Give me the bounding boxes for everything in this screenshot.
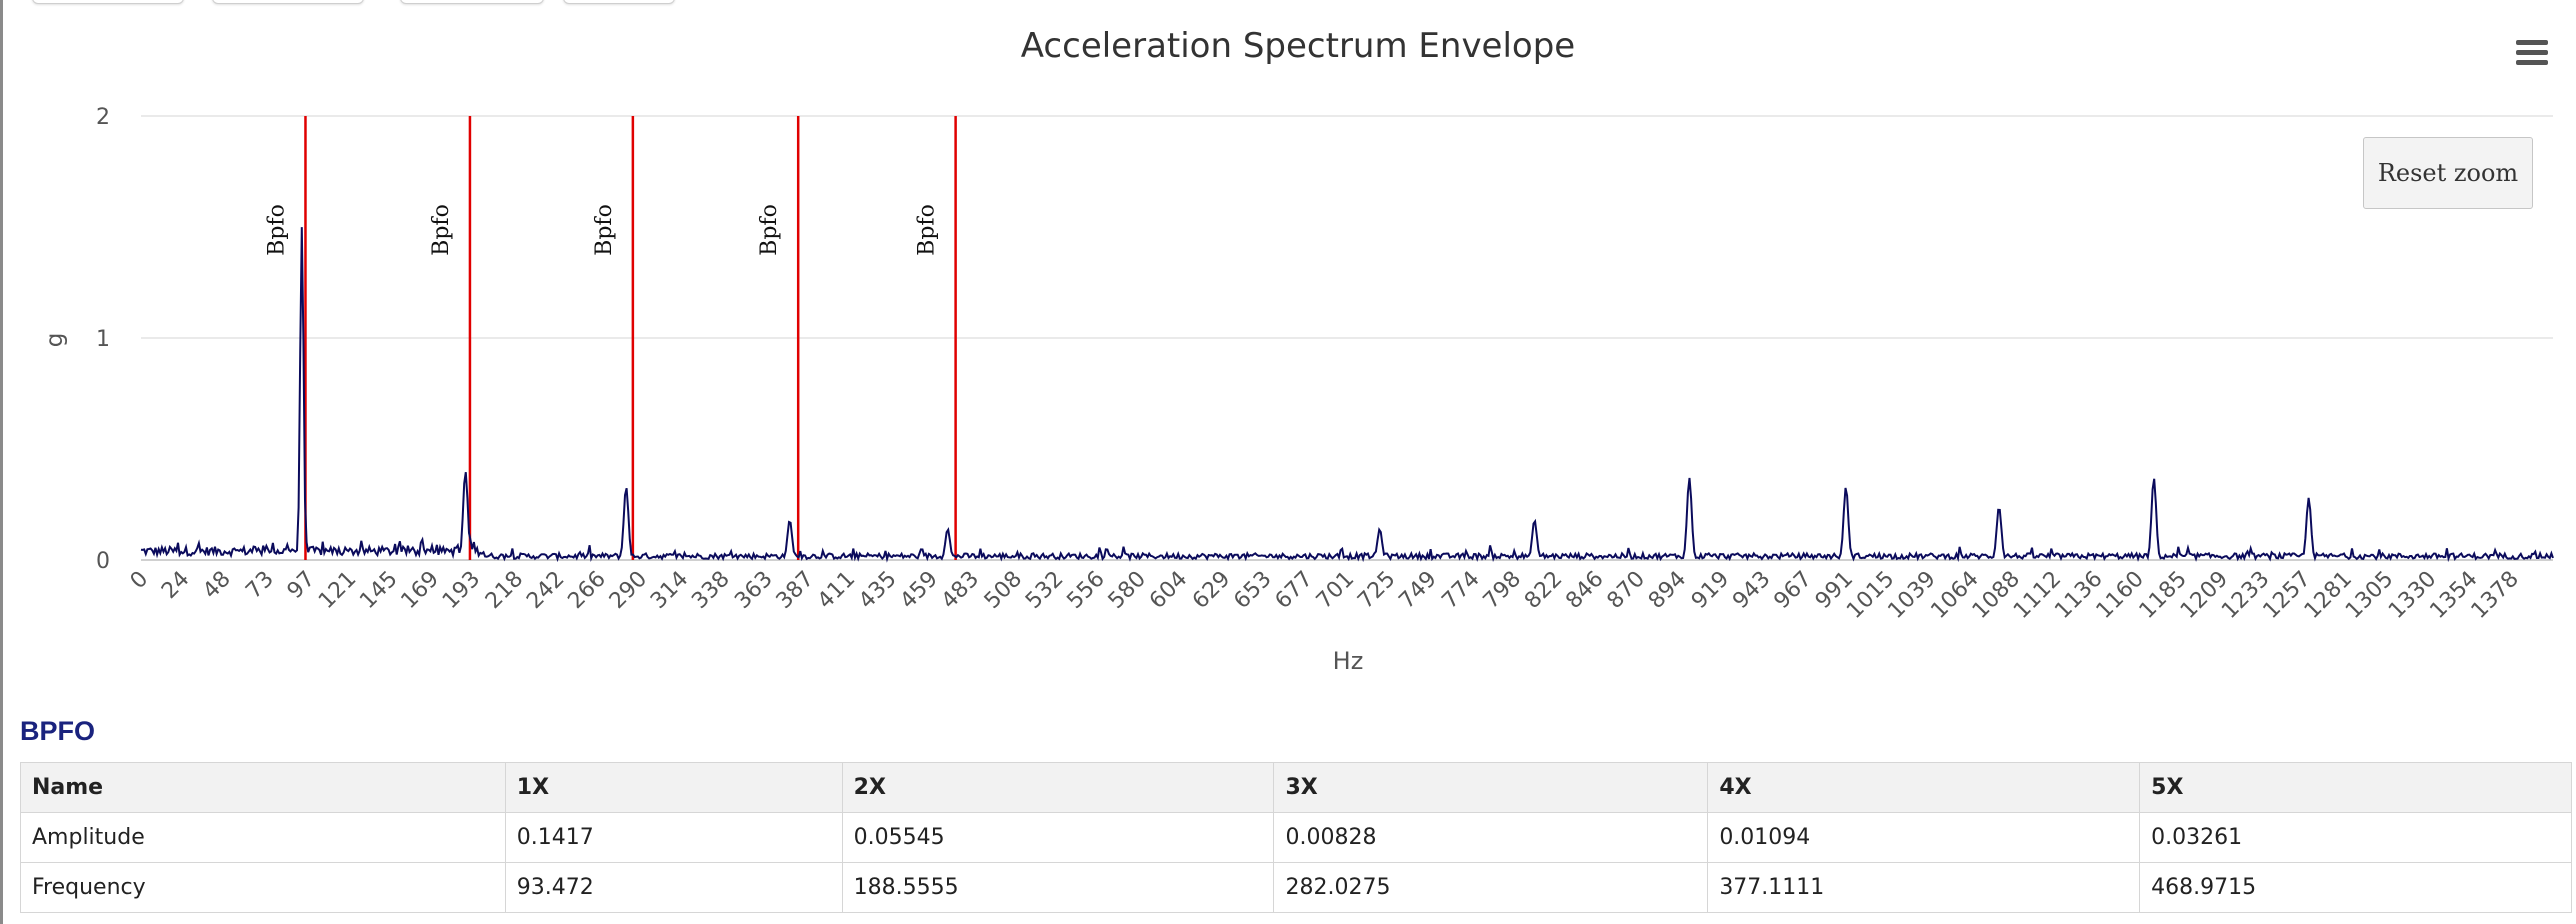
bpfo-marker-label: Bpfo	[915, 204, 940, 256]
x-tick-label: 459	[896, 567, 943, 614]
x-tick-label: 604	[1145, 567, 1192, 614]
bpfo-marker-label: Bpfo	[757, 204, 782, 256]
bpfo-table: Name 1X 2X 3X 4X 5X Amplitude 0.1417 0.0…	[20, 762, 2572, 913]
table-cell: 188.5555	[841, 862, 1275, 913]
x-tick-label: 1354	[2425, 567, 2482, 624]
spectrum-chart[interactable]: Acceleration Spectrum Envelope 012 0 24 48…	[0, 0, 2576, 700]
table-header-cell: 4X	[1707, 762, 2141, 813]
x-tick-label: 508	[980, 567, 1027, 614]
table-header-cell: 2X	[841, 762, 1275, 813]
y-tick-label: 0	[96, 549, 110, 574]
table-cell: 282.0275	[1273, 862, 1709, 913]
x-tick-label: 580	[1104, 567, 1151, 614]
x-tick-label: 1233	[2217, 567, 2274, 624]
table-cell: 377.1111	[1707, 862, 2141, 913]
reset-zoom-button[interactable]: Reset zoom	[2363, 137, 2533, 209]
x-tick-label: 411	[813, 567, 860, 614]
x-tick-label: 169	[397, 567, 444, 614]
x-tick-label: 48	[198, 567, 235, 604]
x-tick-label: 1305	[2341, 567, 2398, 624]
y-tick-label: 2	[96, 105, 110, 130]
x-tick-label: 290	[605, 567, 652, 614]
x-tick-label: 1378	[2467, 567, 2524, 624]
x-tick-label: 1064	[1926, 567, 1983, 624]
x-tick-label: 1160	[2092, 567, 2149, 624]
x-tick-label: 822	[1520, 567, 1567, 614]
x-tick-label: 121	[314, 567, 361, 614]
table-title: BPFO	[20, 716, 96, 746]
table-header-cell: 3X	[1273, 762, 1709, 813]
x-tick-label: 653	[1229, 567, 1276, 614]
table-header-cell: 5X	[2139, 762, 2572, 813]
table-cell: 0.00828	[1273, 812, 1709, 863]
x-tick-label: 943	[1728, 567, 1775, 614]
x-tick-label: 193	[438, 567, 485, 614]
x-tick-label: 97	[283, 567, 320, 604]
table-cell: 0.05545	[841, 812, 1275, 863]
table-header-cell: 1X	[504, 762, 843, 813]
x-tick-label: 967	[1769, 567, 1816, 614]
bpfo-marker-label: Bpfo	[592, 204, 617, 256]
x-tick-label: 1330	[2384, 567, 2441, 624]
x-tick-label: 556	[1062, 567, 1109, 614]
x-tick-label: 483	[937, 567, 984, 614]
x-tick-label: 629	[1188, 567, 1235, 614]
table-cell: 0.01094	[1707, 812, 2141, 863]
x-tick-label: 870	[1603, 567, 1650, 614]
x-tick-label: 1281	[2300, 567, 2357, 624]
chart-title: Acceleration Spectrum Envelope	[1021, 26, 1575, 66]
x-tick-label: 242	[522, 567, 569, 614]
x-tick-label: 701	[1312, 567, 1359, 614]
table-header-cell: Name	[20, 762, 506, 813]
x-tick-label: 387	[772, 567, 819, 614]
x-tick-label: 846	[1561, 567, 1608, 614]
table-cell: 468.9715	[2139, 862, 2572, 913]
y-tick-label: 1	[96, 327, 110, 352]
bpfo-marker-label: Bpfo	[429, 204, 454, 256]
x-tick-label: 532	[1021, 567, 1068, 614]
table-cell: 0.1417	[504, 812, 843, 863]
x-tick-label: 0	[126, 567, 154, 595]
x-tick-label: 1015	[1842, 567, 1899, 624]
hamburger-menu-icon	[2516, 40, 2548, 65]
table-cell: 93.472	[504, 862, 843, 913]
table-row: Amplitude 0.1417 0.05545 0.00828 0.01094…	[20, 812, 2572, 863]
table-row: Frequency 93.472 188.5555 282.0275 377.1…	[20, 862, 2572, 913]
x-tick-label: 1088	[1968, 567, 2025, 624]
x-tick-label: 894	[1644, 567, 1691, 614]
y-axis-label: g	[42, 333, 68, 348]
x-tick-label: 1039	[1883, 567, 1940, 624]
x-tick-label: 145	[355, 567, 402, 614]
x-tick-label: 435	[854, 567, 901, 614]
x-tick-label: 725	[1353, 567, 1400, 614]
page-left-border	[0, 0, 3, 924]
x-tick-label: 1136	[2050, 567, 2107, 624]
table-header-row: Name 1X 2X 3X 4X 5X	[20, 762, 2572, 813]
series-line-acceleration	[140, 227, 2554, 563]
x-tick-label: 218	[481, 567, 528, 614]
chart-menu-button[interactable]	[2510, 34, 2552, 70]
x-axis-label: Hz	[1333, 647, 1364, 675]
x-tick-label: 73	[241, 567, 278, 604]
x-tick-label: 363	[730, 567, 777, 614]
x-tick-label: 1185	[2135, 567, 2192, 624]
x-tick-label: 1209	[2176, 567, 2233, 624]
table-cell: 0.03261	[2139, 812, 2572, 863]
x-tick-label: 1112	[2009, 567, 2066, 624]
table-cell: Frequency	[20, 862, 506, 913]
x-tick-label: 798	[1479, 567, 1526, 614]
x-tick-label: 1257	[2259, 567, 2316, 624]
x-tick-label: 266	[563, 567, 610, 614]
x-tick-label: 919	[1687, 567, 1734, 614]
x-tick-label: 314	[646, 567, 693, 614]
bpfo-marker-label: Bpfo	[264, 204, 289, 256]
x-tick-label: 774	[1437, 567, 1484, 614]
x-tick-label: 24	[157, 567, 194, 604]
x-tick-label: 677	[1271, 567, 1318, 614]
x-tick-label: 749	[1394, 567, 1441, 614]
x-tick-label: 338	[687, 567, 734, 614]
table-cell: Amplitude	[20, 812, 506, 863]
